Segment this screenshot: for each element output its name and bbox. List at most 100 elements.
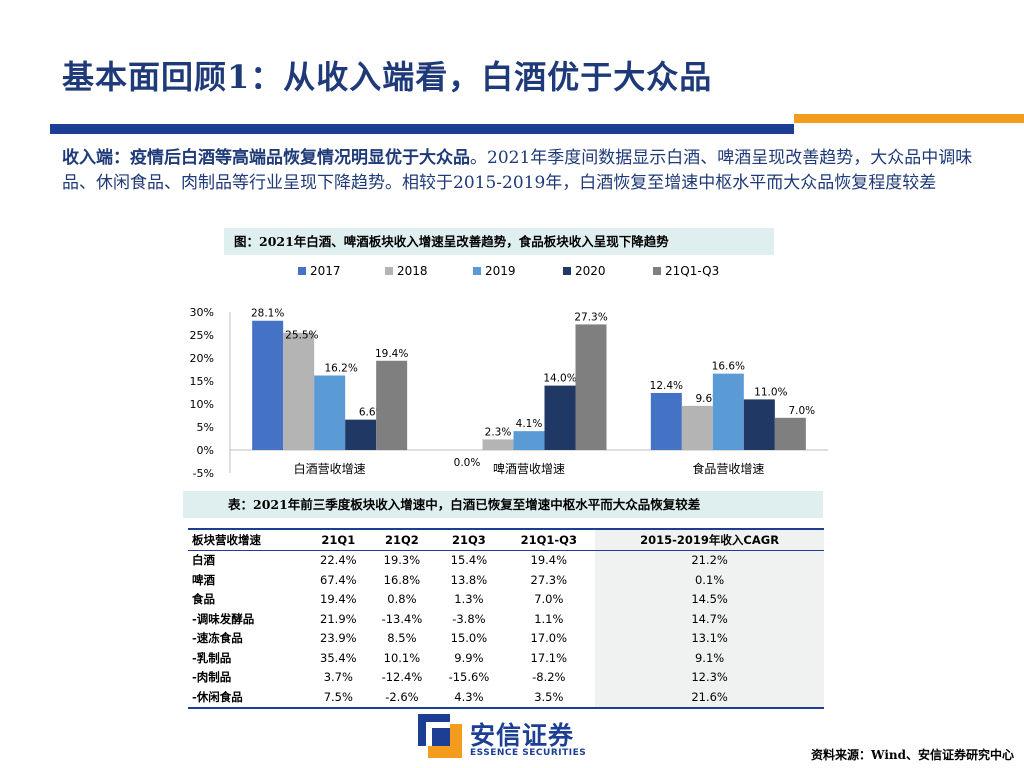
- x-category-label: 食品营收增速: [692, 461, 764, 476]
- data-label: 14.0%: [543, 373, 576, 385]
- y-tick-label: 25%: [190, 329, 214, 342]
- table-cell: -乳制品: [192, 650, 232, 665]
- bar: [283, 332, 315, 450]
- table-cell: 15.0%: [450, 631, 488, 646]
- bar: [650, 392, 682, 450]
- table-cell: 9.9%: [454, 650, 484, 665]
- y-tick-label: 5%: [197, 421, 214, 434]
- table-cell: 19.4%: [530, 553, 568, 568]
- table-cell: 13.8%: [450, 572, 488, 587]
- table-header-cell: 21Q2: [368, 528, 436, 551]
- x-category-label: 白酒营收增速: [294, 461, 366, 476]
- y-tick-label: 0%: [197, 444, 214, 457]
- table-cell: 1.3%: [454, 592, 484, 607]
- legend-label: 21Q1-Q3: [665, 264, 719, 278]
- bar: [681, 405, 713, 450]
- table-cell: 9.1%: [595, 648, 824, 668]
- table-cell: 15.4%: [450, 553, 488, 568]
- table-header-cell: 21Q1-Q3: [502, 528, 596, 551]
- table-cell: -8.2%: [532, 670, 566, 685]
- table-header-cell: 21Q1: [308, 528, 369, 551]
- data-label: 28.1%: [251, 308, 284, 320]
- data-label: 25.5%: [285, 330, 318, 342]
- table-cell: 3.7%: [323, 670, 353, 685]
- intro-paragraph: 收入端：疫情后白酒等高端品恢复情况明显优于大众品。2021年季度间数据显示白酒、…: [62, 146, 1002, 195]
- table-header-cell: 21Q3: [435, 528, 503, 551]
- intro-lead: 收入端：疫情后白酒等高端品恢复情况明显优于大众品: [62, 148, 470, 168]
- bar: [774, 417, 806, 450]
- table-cell: 14.5%: [595, 589, 824, 609]
- data-label: 12.4%: [650, 380, 683, 392]
- table-cell: 食品: [192, 592, 215, 607]
- legend-label: 2019: [485, 264, 516, 278]
- table-cell: 13.1%: [595, 628, 824, 648]
- table-cell: 21.6%: [595, 687, 824, 709]
- table-cell: -3.8%: [452, 611, 486, 626]
- legend-swatch: [563, 267, 571, 275]
- table-cell: -休闲食品: [188, 687, 309, 709]
- legend-swatch: [653, 267, 661, 275]
- page-title: 基本面回顾1：从收入端看，白酒优于大众品: [62, 58, 713, 96]
- header-divider-navy: [50, 124, 794, 134]
- logo-mark-icon: [418, 714, 462, 758]
- revenue-growth-bar-chart: 2017 2018 2019 2020 21Q1-Q3 30% 25% 20% 15% 10% 5%…: [190, 264, 828, 480]
- table-cell: 21.9%: [320, 611, 357, 626]
- legend-swatch: [298, 267, 306, 275]
- data-label: 0.0%: [454, 457, 481, 469]
- y-tick-label: 30%: [190, 306, 214, 319]
- table-cell: -调味发酵品: [192, 611, 255, 626]
- table-cell: 7.0%: [534, 592, 564, 607]
- bar: [314, 375, 346, 450]
- x-category-label: 啤酒营收增速: [493, 461, 565, 476]
- table-cell: 17.0%: [530, 631, 568, 646]
- intro-body: 。2021年季度间数据显示白酒、啤酒呈现改善趋势，大众品中调味品、休闲食品、肉制…: [62, 148, 973, 193]
- table-row: 食品 19.4% 0.8% 1.3% 7.0% 14.5%: [188, 589, 824, 609]
- bar: [575, 324, 607, 450]
- bar: [743, 399, 775, 450]
- table-cell: 8.5%: [387, 631, 417, 646]
- data-label: 27.3%: [574, 311, 607, 323]
- bar: [513, 431, 545, 450]
- table-cell: -肉制品: [192, 670, 232, 685]
- bar: [376, 360, 408, 450]
- y-tick-label: 15%: [190, 375, 214, 388]
- table-cell: 16.8%: [383, 572, 421, 587]
- table-cell: 啤酒: [192, 572, 215, 587]
- data-label: 7.0%: [788, 405, 815, 417]
- table-cell: 3.5%: [502, 687, 596, 709]
- bar: [712, 373, 744, 450]
- table-cell: -速冻食品: [192, 631, 243, 646]
- table-cell: 10.1%: [383, 650, 421, 665]
- data-label: 4.1%: [516, 418, 543, 430]
- bar: [252, 320, 284, 450]
- table-cell: -2.6%: [368, 687, 436, 709]
- data-label: 19.4%: [375, 348, 408, 360]
- table-cell: 17.1%: [530, 650, 568, 665]
- table-cell: 0.8%: [387, 592, 417, 607]
- data-label: 11.0%: [754, 386, 787, 398]
- logo-name-en: ESSENCE SECURITIES: [470, 748, 587, 758]
- table-row: -调味发酵品 21.9% -13.4% -3.8% 1.1% 14.7%: [188, 609, 824, 629]
- table-cell: 35.4%: [320, 650, 357, 665]
- legend-swatch: [473, 267, 481, 275]
- legend-label: 2018: [397, 264, 428, 278]
- table-cell: -12.4%: [381, 670, 423, 685]
- table-cell: 19.4%: [320, 592, 357, 607]
- table-cell: 22.4%: [320, 553, 357, 568]
- data-label: 2.3%: [485, 426, 512, 438]
- data-label: 16.6%: [712, 361, 745, 373]
- table-cell: 27.3%: [530, 572, 568, 587]
- table-header-cell: 板块营收增速: [188, 528, 309, 551]
- table-header-row: 板块营收增速 21Q1 21Q2 21Q3 21Q1-Q3 2015-2019年收入CAG…: [188, 528, 824, 551]
- y-tick-label: -5%: [193, 467, 214, 480]
- table-cell: 23.9%: [320, 631, 357, 646]
- table-cell: -15.6%: [448, 670, 490, 685]
- source-note: 资料来源：Wind、安信证券研究中心: [811, 748, 1014, 762]
- table-header-cell: 2015-2019年收入CAGR: [595, 528, 824, 551]
- legend-label: 2017: [310, 264, 341, 278]
- data-label: 16.2%: [324, 362, 357, 374]
- table-cell: 19.3%: [383, 553, 421, 568]
- table-row: -肉制品 3.7% -12.4% -15.6% -8.2% 12.3%: [188, 667, 824, 687]
- table-row: -乳制品 35.4% 10.1% 9.9% 17.1% 9.1%: [188, 648, 824, 668]
- table-cell: 7.5%: [308, 687, 369, 709]
